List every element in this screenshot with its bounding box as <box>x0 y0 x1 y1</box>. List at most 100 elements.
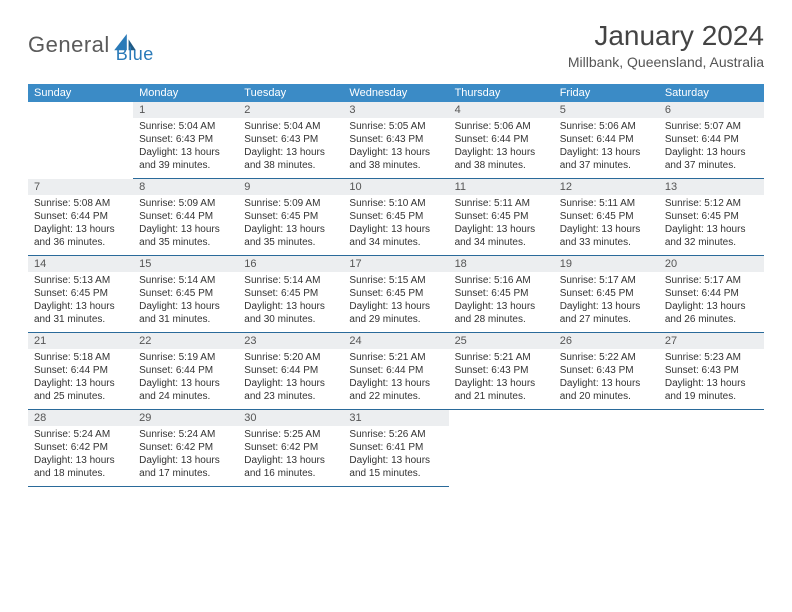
sunset-text: Sunset: 6:44 PM <box>244 364 337 377</box>
daylight-text: Daylight: 13 hours and 21 minutes. <box>455 377 548 403</box>
sunset-text: Sunset: 6:43 PM <box>560 364 653 377</box>
day-number: 12 <box>554 179 659 195</box>
daylight-text: Daylight: 13 hours and 15 minutes. <box>349 454 442 480</box>
day-cell: 23Sunrise: 5:20 AMSunset: 6:44 PMDayligh… <box>238 333 343 410</box>
sunrise-text: Sunrise: 5:11 AM <box>455 197 548 210</box>
day-cell: 26 Sunrise: 5:22 AMSunset: 6:43 PMDayligh… <box>554 333 659 410</box>
calendar-table: SundayMondayTuesdayWednesdayThursdayFrid… <box>28 84 764 487</box>
day-cell: 31Sunrise: 5:26 AMSunset: 6:41 PMDayligh… <box>343 410 448 487</box>
daylight-text: Daylight: 13 hours and 37 minutes. <box>665 146 758 172</box>
daylight-text: Daylight: 13 hours and 24 minutes. <box>139 377 232 403</box>
day-details: Sunrise: 5:15 AMSunset: 6:45 PMDaylight:… <box>343 272 448 332</box>
day-number: 19 <box>554 256 659 272</box>
day-cell: 16Sunrise: 5:14 AMSunset: 6:45 PMDayligh… <box>238 256 343 333</box>
location-text: Millbank, Queensland, Australia <box>568 54 764 70</box>
daylight-text: Daylight: 13 hours and 18 minutes. <box>34 454 127 480</box>
day-cell: 9Sunrise: 5:09 AMSunset: 6:45 PMDaylight… <box>238 179 343 256</box>
day-details: Sunrise: 5:17 AMSunset: 6:45 PMDaylight:… <box>554 272 659 332</box>
sunset-text: Sunset: 6:42 PM <box>139 441 232 454</box>
day-cell: 2Sunrise: 5:04 AMSunset: 6:43 PMDaylight… <box>238 102 343 179</box>
day-number: 8 <box>133 179 238 195</box>
day-cell: 25Sunrise: 5:21 AMSunset: 6:43 PMDayligh… <box>449 333 554 410</box>
day-details: Sunrise: 5:26 AMSunset: 6:41 PMDaylight:… <box>343 426 448 486</box>
sunrise-text: Sunrise: 5:06 AM <box>455 120 548 133</box>
sunset-text: Sunset: 6:45 PM <box>349 210 442 223</box>
weekday-header: Friday <box>554 84 659 102</box>
daylight-text: Daylight: 13 hours and 20 minutes. <box>560 377 653 403</box>
daylight-text: Daylight: 13 hours and 38 minutes. <box>349 146 442 172</box>
day-cell: 6 Sunrise: 5:07 AMSunset: 6:44 PMDaylight… <box>659 102 764 179</box>
sunset-text: Sunset: 6:45 PM <box>244 287 337 300</box>
sunrise-text: Sunrise: 5:06 AM <box>560 120 653 133</box>
sunrise-text: Sunrise: 5:22 AM <box>560 351 653 364</box>
day-number: 10 <box>343 179 448 195</box>
day-details: Sunrise: 5:20 AMSunset: 6:44 PMDaylight:… <box>238 349 343 409</box>
sunrise-text: Sunrise: 5:16 AM <box>455 274 548 287</box>
day-number: 28 <box>28 410 133 426</box>
logo: General Blue <box>28 20 154 65</box>
sunrise-text: Sunrise: 5:14 AM <box>244 274 337 287</box>
day-details: Sunrise: 5:11 AMSunset: 6:45 PMDaylight:… <box>554 195 659 255</box>
day-number: 6 <box>659 102 764 118</box>
month-title: January 2024 <box>568 20 764 52</box>
day-cell: 4Sunrise: 5:06 AMSunset: 6:44 PMDaylight… <box>449 102 554 179</box>
day-details: Sunrise: 5:14 AMSunset: 6:45 PMDaylight:… <box>133 272 238 332</box>
sunrise-text: Sunrise: 5:08 AM <box>34 197 127 210</box>
sunset-text: Sunset: 6:45 PM <box>139 287 232 300</box>
sunset-text: Sunset: 6:45 PM <box>34 287 127 300</box>
sunset-text: Sunset: 6:44 PM <box>560 133 653 146</box>
day-details: Sunrise: 5:18 AMSunset: 6:44 PMDaylight:… <box>28 349 133 409</box>
sunset-text: Sunset: 6:43 PM <box>349 133 442 146</box>
day-number: 29 <box>133 410 238 426</box>
calendar-row: 14Sunrise: 5:13 AMSunset: 6:45 PMDayligh… <box>28 256 764 333</box>
sunset-text: Sunset: 6:45 PM <box>349 287 442 300</box>
day-number: 2 <box>238 102 343 118</box>
day-cell: 27Sunrise: 5:23 AMSunset: 6:43 PMDayligh… <box>659 333 764 410</box>
day-cell: 8Sunrise: 5:09 AMSunset: 6:44 PMDaylight… <box>133 179 238 256</box>
sunrise-text: Sunrise: 5:07 AM <box>665 120 758 133</box>
sunset-text: Sunset: 6:43 PM <box>665 364 758 377</box>
day-number: 26 <box>554 333 659 349</box>
day-details: Sunrise: 5:11 AMSunset: 6:45 PMDaylight:… <box>449 195 554 255</box>
sunset-text: Sunset: 6:45 PM <box>455 210 548 223</box>
header: General Blue January 2024 Millbank, Quee… <box>28 20 764 70</box>
day-cell: 11Sunrise: 5:11 AMSunset: 6:45 PMDayligh… <box>449 179 554 256</box>
day-number: 15 <box>133 256 238 272</box>
day-number: 1 <box>133 102 238 118</box>
sunrise-text: Sunrise: 5:09 AM <box>139 197 232 210</box>
day-cell: 12Sunrise: 5:11 AMSunset: 6:45 PMDayligh… <box>554 179 659 256</box>
day-number: 21 <box>28 333 133 349</box>
sunrise-text: Sunrise: 5:12 AM <box>665 197 758 210</box>
sunset-text: Sunset: 6:45 PM <box>244 210 337 223</box>
day-cell: 15Sunrise: 5:14 AMSunset: 6:45 PMDayligh… <box>133 256 238 333</box>
sunrise-text: Sunrise: 5:13 AM <box>34 274 127 287</box>
calendar-page: General Blue January 2024 Millbank, Quee… <box>0 0 792 507</box>
day-details: Sunrise: 5:14 AMSunset: 6:45 PMDaylight:… <box>238 272 343 332</box>
daylight-text: Daylight: 13 hours and 33 minutes. <box>560 223 653 249</box>
daylight-text: Daylight: 13 hours and 38 minutes. <box>244 146 337 172</box>
day-cell: 19Sunrise: 5:17 AMSunset: 6:45 PMDayligh… <box>554 256 659 333</box>
day-number: 20 <box>659 256 764 272</box>
daylight-text: Daylight: 13 hours and 28 minutes. <box>455 300 548 326</box>
sunset-text: Sunset: 6:44 PM <box>665 133 758 146</box>
day-details: Sunrise: 5:23 AMSunset: 6:43 PMDaylight:… <box>659 349 764 409</box>
empty-cell <box>554 410 659 487</box>
sunset-text: Sunset: 6:42 PM <box>244 441 337 454</box>
title-block: January 2024 Millbank, Queensland, Austr… <box>568 20 764 70</box>
day-cell: 7Sunrise: 5:08 AMSunset: 6:44 PMDaylight… <box>28 179 133 256</box>
sunrise-text: Sunrise: 5:09 AM <box>244 197 337 210</box>
sunrise-text: Sunrise: 5:17 AM <box>665 274 758 287</box>
day-details: Sunrise: 5:08 AMSunset: 6:44 PMDaylight:… <box>28 195 133 255</box>
sunset-text: Sunset: 6:43 PM <box>139 133 232 146</box>
sunset-text: Sunset: 6:41 PM <box>349 441 442 454</box>
calendar-row: 28Sunrise: 5:24 AMSunset: 6:42 PMDayligh… <box>28 410 764 487</box>
sunrise-text: Sunrise: 5:18 AM <box>34 351 127 364</box>
day-details: Sunrise: 5:04 AMSunset: 6:43 PMDaylight:… <box>238 118 343 178</box>
day-details: Sunrise: 5:10 AMSunset: 6:45 PMDaylight:… <box>343 195 448 255</box>
day-cell: 30Sunrise: 5:25 AMSunset: 6:42 PMDayligh… <box>238 410 343 487</box>
sunrise-text: Sunrise: 5:21 AM <box>455 351 548 364</box>
weekday-header-row: SundayMondayTuesdayWednesdayThursdayFrid… <box>28 84 764 102</box>
sunrise-text: Sunrise: 5:24 AM <box>139 428 232 441</box>
daylight-text: Daylight: 13 hours and 17 minutes. <box>139 454 232 480</box>
sunset-text: Sunset: 6:42 PM <box>34 441 127 454</box>
